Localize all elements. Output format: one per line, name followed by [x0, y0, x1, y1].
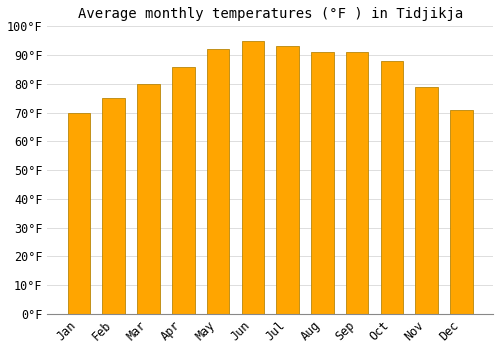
Bar	[346, 52, 368, 314]
Bar	[172, 66, 195, 314]
Bar	[450, 110, 473, 314]
Bar	[68, 113, 90, 314]
Title: Average monthly temperatures (°F ) in Tidjikja: Average monthly temperatures (°F ) in Ti…	[78, 7, 463, 21]
Bar	[207, 49, 230, 314]
Bar	[311, 52, 334, 314]
Bar	[242, 41, 264, 314]
Bar	[137, 84, 160, 314]
Bar	[380, 61, 404, 314]
Bar	[276, 47, 299, 314]
Bar	[416, 87, 438, 314]
Bar	[102, 98, 125, 314]
